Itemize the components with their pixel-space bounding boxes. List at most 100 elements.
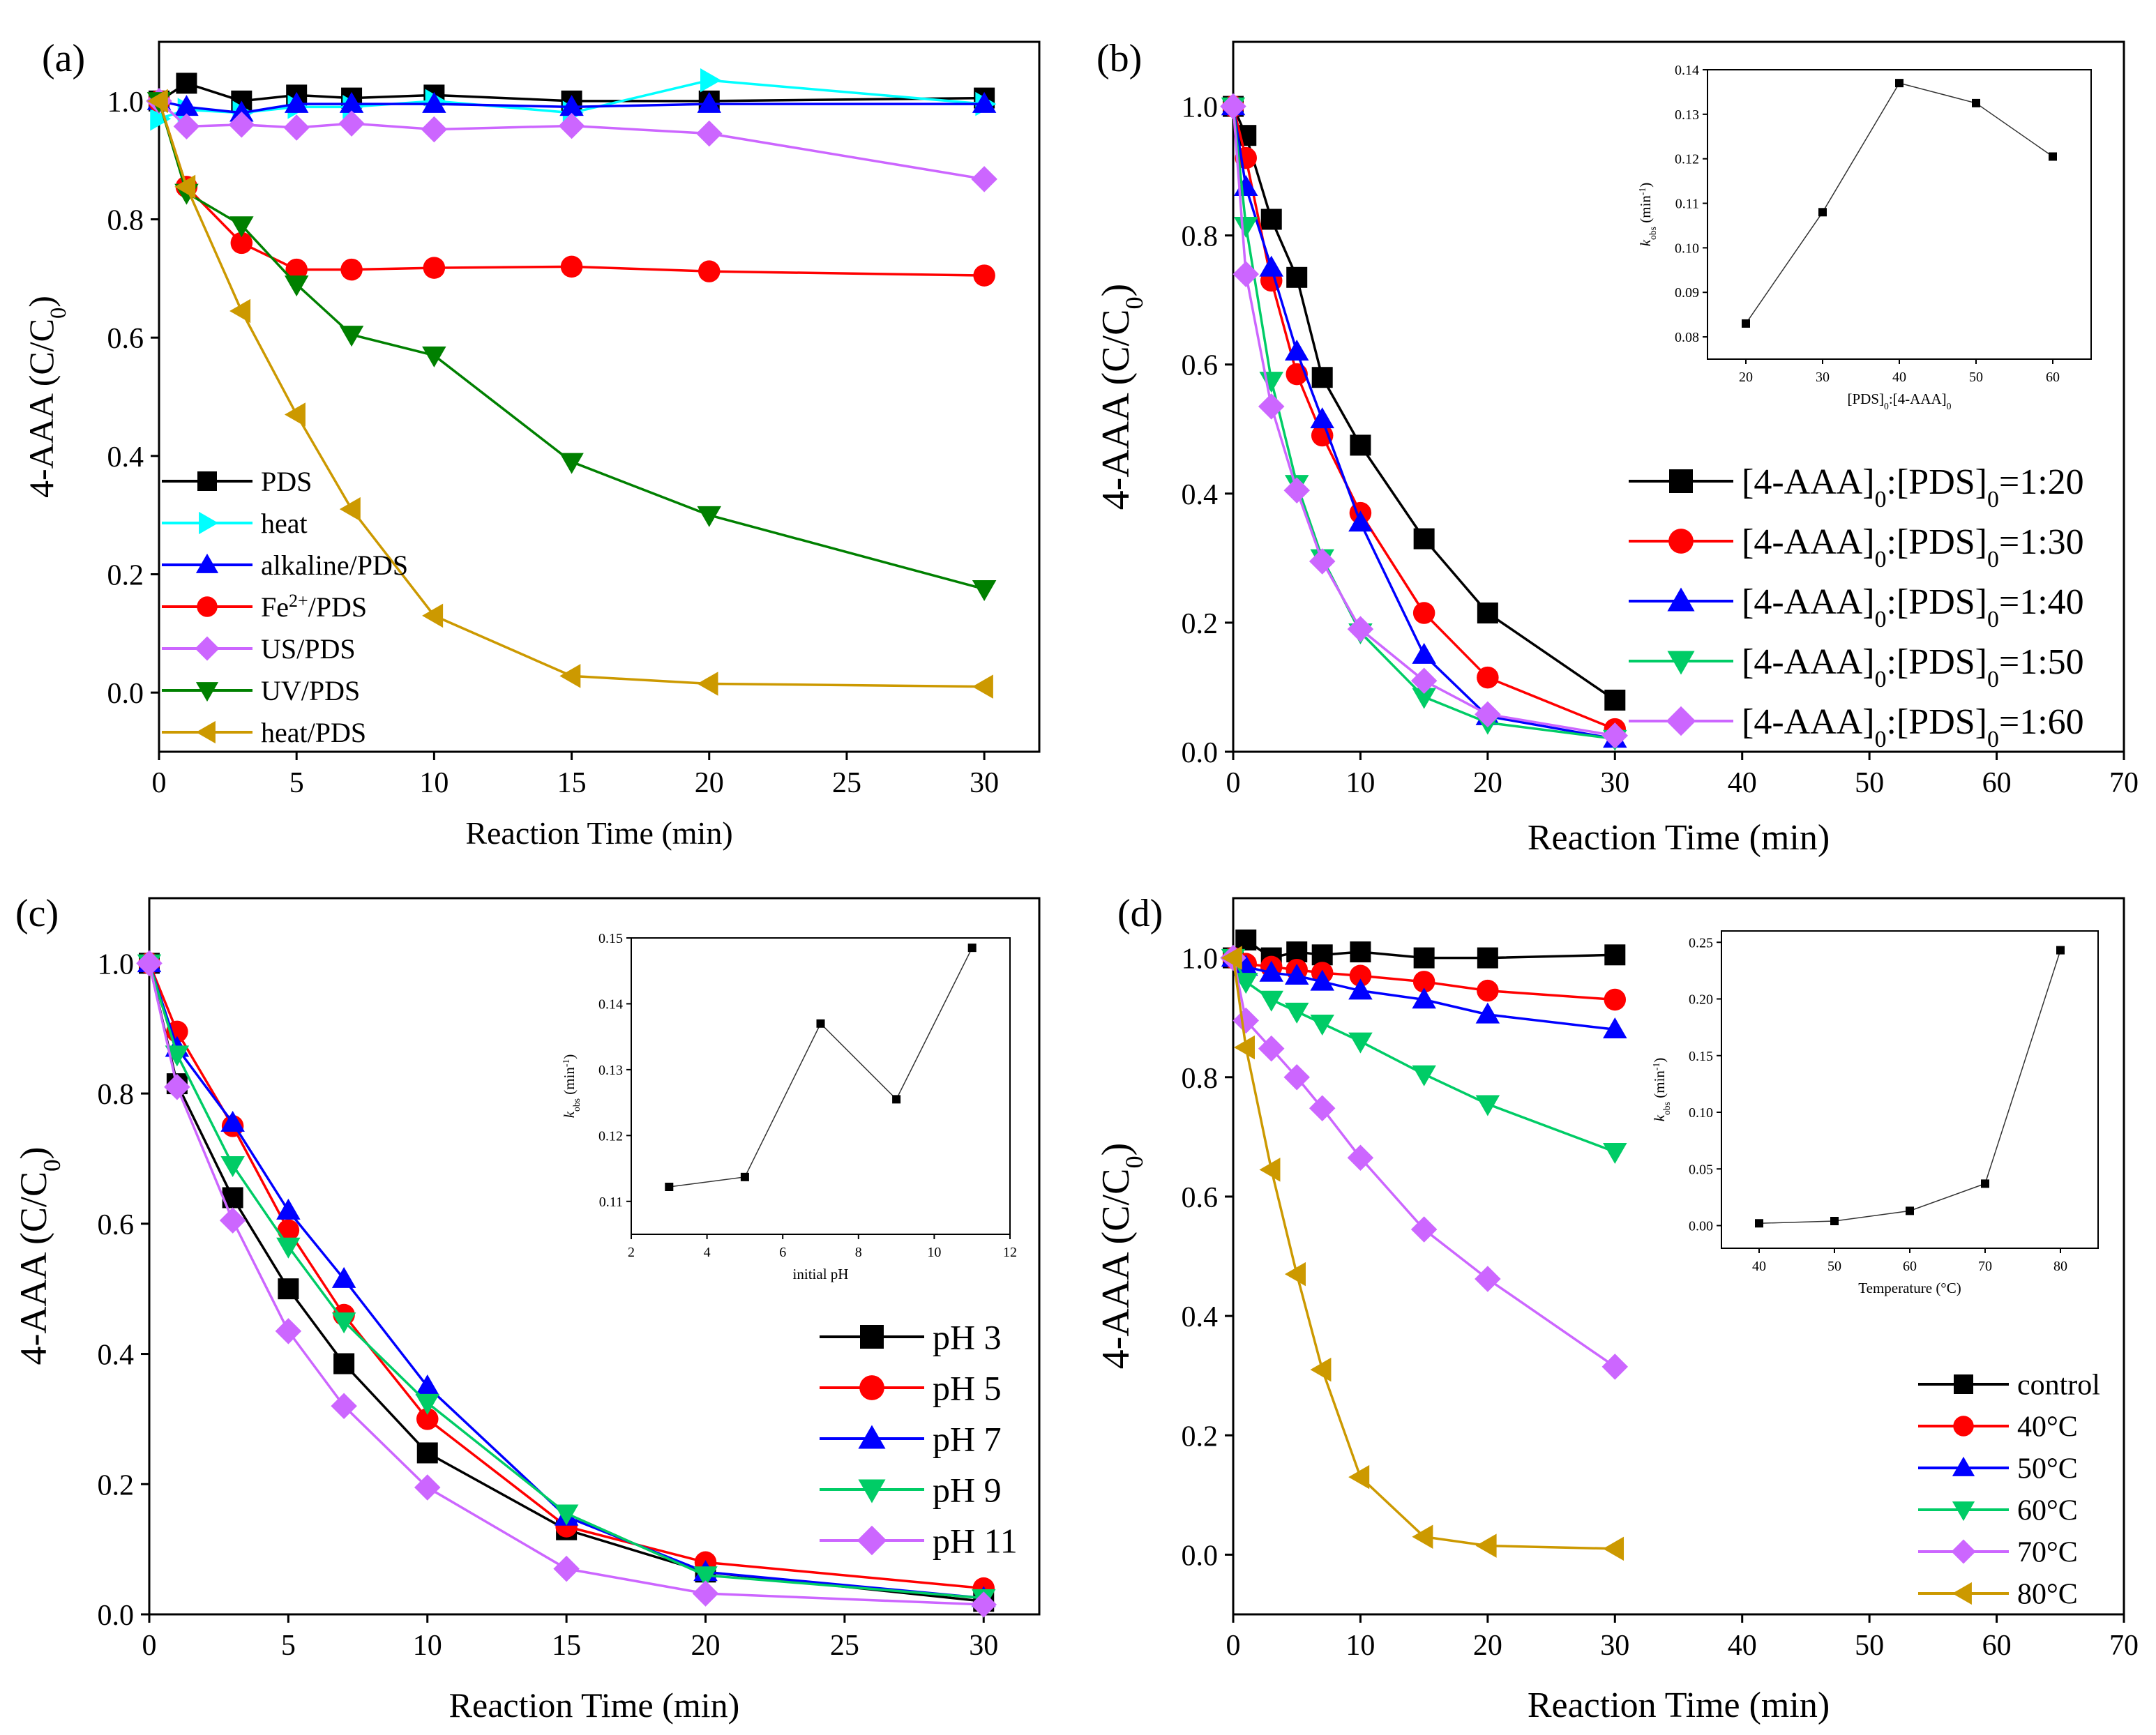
inset-chart: 20 30 40 50 60 0.08 0.09 0.10 0.11 0.12 0.13 0.14 [P…: [1637, 63, 2092, 411]
legend-marker: [195, 682, 219, 702]
data-point: [698, 260, 721, 282]
x-tick-label: 30: [1600, 767, 1629, 799]
data-point: [1412, 688, 1436, 709]
data-point: [973, 264, 995, 287]
data-point: [1232, 261, 1259, 287]
data-point: [285, 258, 308, 281]
data-point: [1348, 1464, 1370, 1490]
x-tick-label: 20: [695, 767, 724, 799]
data-point: [1259, 1158, 1281, 1182]
inset-y-tick-label: 0.13: [1675, 107, 1699, 123]
inset-y-tick-label: 0.25: [1689, 935, 1713, 950]
legend-label: US/PDS: [261, 633, 356, 665]
data-point: [1350, 434, 1371, 456]
legend-marker: [860, 1325, 884, 1349]
data-point: [176, 73, 197, 94]
legend-label: pH 3: [933, 1318, 1002, 1357]
x-tick-label: 10: [1345, 1630, 1375, 1662]
data-point: [972, 674, 993, 699]
legend: pH 3 pH 5 pH 7 pH 9 pH 11: [820, 1318, 1018, 1561]
data-point: [278, 1278, 299, 1300]
data-point: [1348, 1032, 1373, 1054]
data-point: [697, 506, 721, 527]
inset-data-point: [816, 1019, 825, 1028]
legend-marker: [1667, 587, 1695, 612]
legend-marker: [1669, 469, 1693, 493]
data-point: [1350, 941, 1371, 963]
data-point: [559, 453, 584, 474]
y-tick-label: 0.0: [107, 678, 144, 710]
data-point: [1349, 964, 1372, 987]
y-tick-label: 0.6: [98, 1209, 135, 1241]
data-point: [1259, 960, 1283, 982]
data-point: [339, 326, 364, 347]
inset-x-tick-label: 10: [927, 1245, 941, 1260]
data-point: [276, 1198, 301, 1220]
legend-marker: [859, 1375, 884, 1400]
inset-data-point: [740, 1172, 749, 1181]
data-point: [700, 68, 721, 93]
data-point: [1221, 946, 1242, 970]
data-point: [1347, 616, 1374, 642]
x-tick-label: 25: [832, 767, 861, 799]
legend: control 40°C 50°C 60°C 70°C 80°C: [1918, 1370, 2100, 1611]
data-point: [1348, 978, 1373, 1000]
inset-y-tick-label: 0.15: [598, 931, 623, 946]
legend-label: heat: [261, 508, 308, 539]
data-point: [553, 1555, 580, 1582]
plot-frame: [148, 897, 1041, 1616]
inset-data-point: [1981, 1179, 1989, 1188]
legend-label: PDS: [261, 466, 312, 497]
data-point: [1233, 217, 1258, 238]
legend-marker: [1667, 651, 1695, 675]
data-point: [1220, 93, 1246, 120]
inset-data-point: [892, 1095, 901, 1104]
legend-label: pH 5: [933, 1369, 1002, 1408]
y-tick-label: 0.2: [1182, 608, 1219, 640]
legend: PDS heat alkaline/PDS Fe2+/PDS US/PDS UV/PDS h…: [162, 466, 408, 748]
data-point: [1309, 1095, 1336, 1122]
inset-chart: 40 50 60 70 80 0.00 0.05 0.10 0.15 0.20 0.25 Temper…: [1651, 930, 2099, 1296]
legend-marker: [1952, 1456, 1975, 1476]
panel-a: 0 5 10 15 20 25 30 0.0 0.2 0.4 0.6 0.8 1.0 (a) Reactio…: [22, 37, 1041, 851]
panel-label: (a): [42, 37, 85, 80]
data-point: [1477, 666, 1499, 689]
data-point: [560, 255, 583, 278]
x-tick-label: 30: [970, 767, 999, 799]
legend-label: heat/PDS: [261, 717, 366, 748]
data-point: [1310, 969, 1334, 991]
x-tick-label: 40: [1728, 1630, 1757, 1662]
data-point: [276, 1237, 301, 1259]
legend-label: [4-AAA]0:[PDS]0=1:50: [1742, 642, 2084, 692]
data-point: [1233, 1035, 1255, 1060]
data-point: [1235, 929, 1257, 950]
y-tick-label: 1.0: [1182, 944, 1219, 976]
data-point: [972, 91, 997, 113]
data-point: [971, 166, 997, 192]
x-tick-label: 0: [152, 767, 167, 799]
y-axis-label: 4-AAA (C/C0): [1094, 1143, 1148, 1370]
data-point: [1413, 947, 1435, 969]
inset-data-point: [1755, 1219, 1763, 1228]
x-tick-label: 0: [142, 1630, 157, 1662]
inset-x-axis-label: initial pH: [793, 1266, 849, 1282]
data-point: [331, 1312, 356, 1334]
legend-label: control: [2017, 1370, 2100, 1402]
y-tick-label: 1.0: [107, 86, 144, 119]
legend-label: pH 7: [933, 1420, 1002, 1459]
x-tick-label: 30: [1600, 1630, 1629, 1662]
data-point: [338, 110, 365, 137]
plot-frame: [1232, 897, 2125, 1616]
inset-y-tick-label: 0.11: [1675, 197, 1699, 212]
data-point: [1475, 1002, 1500, 1024]
y-tick-label: 0.6: [1182, 1182, 1219, 1214]
legend-label: Fe2+/PDS: [261, 591, 367, 623]
panel-d: 0 10 20 30 40 50 60 70 0.0 0.2 0.4 0.6 0.8 1.0 (d) Reac…: [1094, 892, 2139, 1725]
legend-marker: [857, 1525, 887, 1556]
y-tick-label: 0.8: [1182, 221, 1219, 253]
x-tick-label: 40: [1728, 767, 1757, 799]
inset-y-tick-label: 0.09: [1675, 285, 1699, 301]
x-tick-label: 10: [1345, 767, 1375, 799]
data-point: [220, 1156, 245, 1178]
